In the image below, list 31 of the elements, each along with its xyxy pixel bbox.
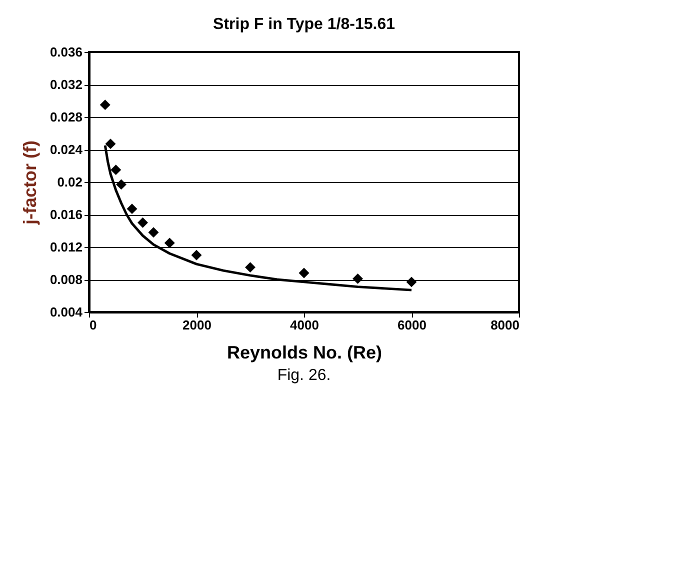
point (164, 238, 175, 248)
point (100, 100, 110, 110)
point (138, 217, 148, 228)
point (406, 276, 417, 288)
y-tick-label: 0.004 (50, 304, 84, 320)
y-axis-title: j-factor (f) (20, 140, 40, 226)
x-tick-label: 4000 (290, 318, 319, 332)
x-axis-title: Reynolds No. (Re) (226, 342, 382, 362)
point (298, 268, 310, 278)
point (110, 164, 122, 176)
x-tick-label: 2000 (182, 318, 212, 332)
point (352, 273, 363, 284)
point (116, 179, 126, 190)
y-tick-label: 0.036 (50, 44, 82, 60)
point (105, 138, 116, 150)
y-tick-label: 0.016 (50, 207, 82, 222)
y-tick-label: 0.012 (50, 240, 82, 254)
point (245, 262, 256, 273)
y-tick-label: 0.024 (50, 142, 84, 157)
chart-title: Strip F in Type 1/8-15.61 (213, 16, 396, 33)
x-tick-label: 0 (90, 318, 97, 332)
point (148, 227, 159, 238)
y-tick-label: 0.028 (50, 110, 82, 124)
y-tick-label: 0.008 (50, 272, 82, 287)
y-tick-label: 0.02 (57, 174, 82, 190)
point (126, 204, 138, 214)
caption: Fig. 26. (277, 367, 331, 384)
x-tick-label: 8000 (490, 318, 520, 332)
x-tick-label: 6000 (398, 318, 426, 332)
point (191, 250, 202, 260)
y-tick-label: 0.032 (50, 77, 82, 92)
